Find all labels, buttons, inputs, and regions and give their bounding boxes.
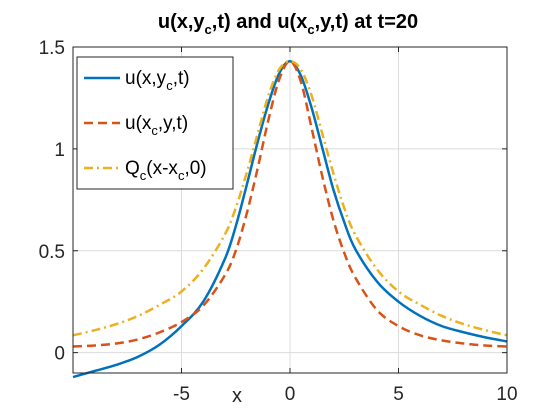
x-tick-label: 5 [393, 384, 404, 405]
y-tick-label: 1.5 [39, 38, 65, 59]
x-tick-label: 0 [285, 384, 296, 405]
legend-label-qc: Qc(x-xc,0) [125, 158, 207, 183]
y-tick-label: 1 [54, 140, 65, 161]
chart-title: u(x,yc,t) and u(xc,y,t) at t=20 [158, 11, 418, 37]
y-tick-label: 0 [54, 344, 65, 365]
ticks [73, 46, 508, 373]
x-tick-label: 10 [496, 384, 517, 405]
series-line-2 [72, 60, 508, 337]
x-tick-label: -5 [173, 384, 190, 405]
tick-labels: -5 0 5 10 0 0.5 1 1.5 [39, 38, 518, 405]
series-layer [72, 60, 508, 379]
y-tick-label: 0.5 [39, 242, 65, 263]
legend-label-u-yc: u(x,yc,t) [125, 68, 190, 93]
legend-label-u-xc: u(xc,y,t) [125, 113, 188, 138]
x-axis-label: x [232, 385, 242, 407]
series-line-0 [72, 60, 508, 379]
legend: u(x,yc,t) u(xc,y,t) Qc(x-xc,0) [76, 56, 234, 190]
